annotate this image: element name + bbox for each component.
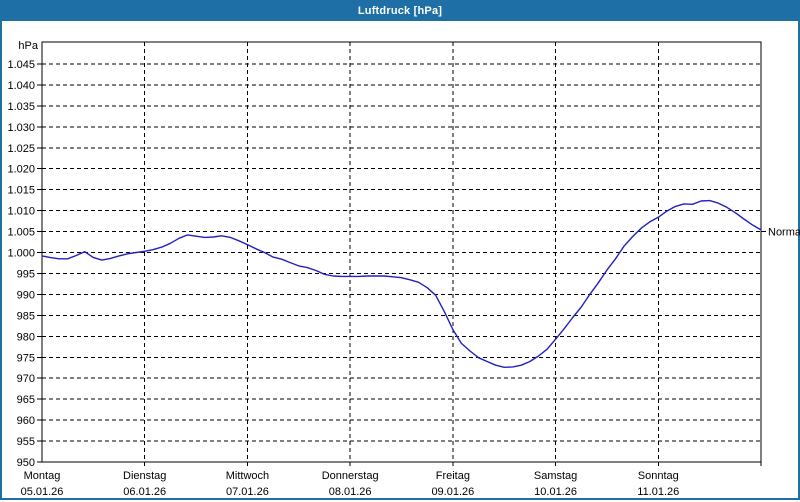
- y-tick-label: 1.025: [7, 143, 35, 155]
- y-tick-label: 985: [17, 310, 35, 322]
- chart-grid: [41, 41, 762, 463]
- window-title: Luftdruck [hPa]: [357, 5, 443, 17]
- x-axis: Montag 05.01.26 Dienstag 06.01.26 Mittwoch 07…: [21, 462, 762, 498]
- day-date-label: 08.01.26: [329, 486, 372, 498]
- y-tick-label: 1.010: [7, 206, 35, 218]
- day-date-label: 06.01.26: [123, 486, 166, 498]
- y-tick-label: 955: [17, 436, 35, 448]
- y-axis-unit-label: hPa: [18, 40, 38, 52]
- y-tick-label: 1.030: [7, 122, 35, 134]
- y-tick-label: 990: [17, 289, 35, 301]
- plot-border: [41, 41, 762, 463]
- y-tick-label: 995: [17, 268, 35, 280]
- y-tick-label: 1.045: [7, 59, 35, 71]
- day-name-label: Freitag: [436, 470, 470, 482]
- day-date-label: 07.01.26: [226, 486, 269, 498]
- y-axis: 1.045 1.040 1.035 1.030 1.025 1.020 1.015 1.010…: [7, 40, 42, 469]
- y-tick-label: 960: [17, 415, 35, 427]
- y-tick-label: 1.005: [7, 227, 35, 239]
- y-tick-label: 1.000: [7, 248, 35, 260]
- y-tick-label: 1.040: [7, 80, 35, 92]
- day-name-label: Sonntag: [638, 470, 679, 482]
- y-tick-label: 950: [17, 457, 35, 469]
- day-name-label: Mittwoch: [226, 470, 269, 482]
- day-date-label: 11.01.26: [637, 486, 679, 498]
- y-tick-label: 970: [17, 373, 35, 385]
- day-date-label: 10.01.26: [534, 486, 577, 498]
- day-name-label: Montag: [24, 470, 61, 482]
- y-tick-label: 1.035: [7, 101, 35, 113]
- day-name-label: Donnerstag: [322, 470, 379, 482]
- y-tick-label: 975: [17, 352, 35, 364]
- normal-label: Normal: [768, 227, 800, 239]
- pressure-curve: [41, 199, 762, 368]
- day-name-label: Samstag: [534, 470, 577, 482]
- day-date-label: 05.01.26: [21, 486, 64, 498]
- day-date-label: 09.01.26: [431, 486, 474, 498]
- y-tick-label: 1.020: [7, 164, 35, 176]
- day-name-label: Dienstag: [123, 470, 166, 482]
- y-tick-label: 1.015: [7, 185, 35, 197]
- y-tick-label: 965: [17, 394, 35, 406]
- y-tick-label: 980: [17, 331, 35, 343]
- title-bar: Luftdruck [hPa]: [2, 2, 798, 21]
